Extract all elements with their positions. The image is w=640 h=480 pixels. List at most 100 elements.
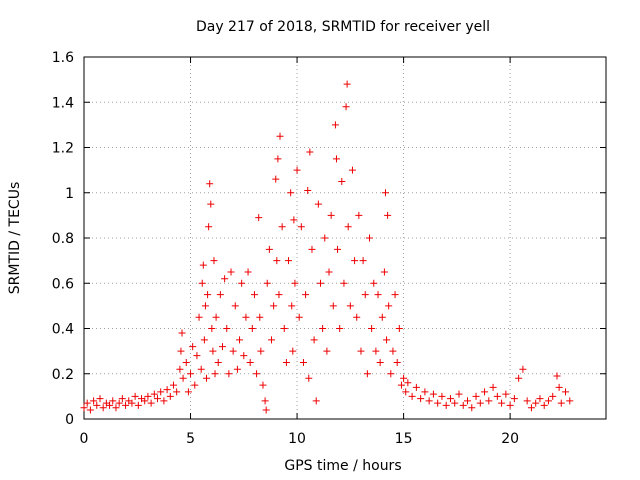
data-point [242, 313, 250, 321]
data-point [257, 347, 265, 355]
y-tick-label: 1.6 [52, 50, 74, 66]
y-tick-label: 0.4 [52, 322, 74, 338]
data-point [374, 291, 382, 299]
x-tick-label: 5 [186, 431, 195, 447]
data-point [109, 397, 117, 405]
data-point [255, 214, 263, 222]
data-point [302, 291, 310, 299]
data-point [361, 291, 369, 299]
chart-title: Day 217 of 2018, SRMTID for receiver yel… [196, 19, 490, 35]
y-tick-label: 1.4 [52, 95, 74, 111]
data-point [323, 347, 331, 355]
data-point [207, 200, 215, 208]
data-point [262, 406, 270, 414]
y-tick-label: 0.6 [52, 276, 74, 292]
data-point [468, 404, 476, 412]
data-point [291, 279, 299, 287]
data-point [275, 291, 283, 299]
data-point [144, 392, 152, 400]
data-point [417, 395, 425, 403]
data-point [555, 383, 563, 391]
data-point [389, 347, 397, 355]
data-point [319, 325, 327, 332]
data-point [250, 291, 258, 299]
data-point [80, 404, 88, 412]
data-point [134, 401, 142, 409]
y-tick-label: 0.2 [52, 367, 74, 383]
data-point [442, 401, 450, 409]
data-point [493, 392, 501, 400]
data-point [336, 325, 344, 332]
data-point [157, 388, 165, 396]
y-axis-label: SRMTID / TECUs [7, 182, 23, 295]
data-point [344, 223, 352, 231]
data-point [86, 406, 94, 414]
data-point [304, 186, 312, 194]
data-point [173, 388, 181, 396]
grid [84, 57, 606, 419]
data-point [272, 175, 280, 183]
data-point [519, 365, 527, 373]
data-point [553, 372, 561, 380]
data-point [532, 399, 540, 407]
data-point [387, 370, 395, 378]
data-point [99, 404, 107, 412]
data-point [261, 397, 269, 405]
data-point [357, 347, 365, 355]
y-tick-label: 0 [65, 412, 74, 428]
data-point [278, 223, 286, 231]
data-point [476, 399, 484, 407]
data-point [395, 325, 403, 332]
data-point [329, 302, 337, 310]
data-point [246, 358, 254, 366]
data-point [510, 395, 518, 403]
data-point [376, 358, 384, 366]
data-point [163, 386, 171, 394]
data-point [193, 352, 201, 360]
data-point [96, 395, 104, 403]
data-point [425, 397, 433, 405]
data-point [353, 313, 361, 321]
data-point [306, 148, 314, 156]
data-point [187, 370, 195, 378]
x-tick-label: 20 [501, 431, 519, 447]
data-point [177, 347, 185, 355]
data-point [208, 325, 216, 332]
data-point [383, 336, 391, 344]
y-tick-label: 1.2 [52, 141, 74, 157]
y-tick-label: 1 [65, 186, 74, 202]
data-point [221, 275, 229, 283]
x-tick-label: 0 [80, 431, 89, 447]
data-point [446, 395, 454, 403]
data-point [544, 397, 552, 405]
x-axis-label: GPS time / hours [284, 458, 401, 474]
data-point [332, 155, 340, 163]
data-point [147, 399, 155, 407]
data-point [363, 370, 371, 378]
data-point [200, 336, 208, 344]
data-point [327, 211, 335, 219]
data-point [267, 336, 275, 344]
data-point [280, 325, 288, 332]
data-point [231, 302, 239, 310]
data-point [115, 399, 123, 407]
data-point [348, 166, 356, 174]
data-point [397, 381, 405, 389]
data-point [384, 211, 392, 219]
data-point [214, 358, 222, 366]
data-point [216, 291, 224, 299]
data-point [310, 336, 318, 344]
data-point [393, 358, 401, 366]
data-point [343, 80, 351, 88]
data-point [368, 325, 376, 332]
data-point [489, 383, 497, 391]
data-point [464, 397, 472, 405]
data-point [209, 347, 217, 355]
data-point [338, 177, 346, 185]
data-point [429, 390, 437, 398]
data-point [263, 279, 271, 287]
data-point [385, 302, 393, 310]
data-point [259, 381, 267, 389]
x-tick-label: 15 [395, 431, 413, 447]
data-point [506, 401, 514, 409]
